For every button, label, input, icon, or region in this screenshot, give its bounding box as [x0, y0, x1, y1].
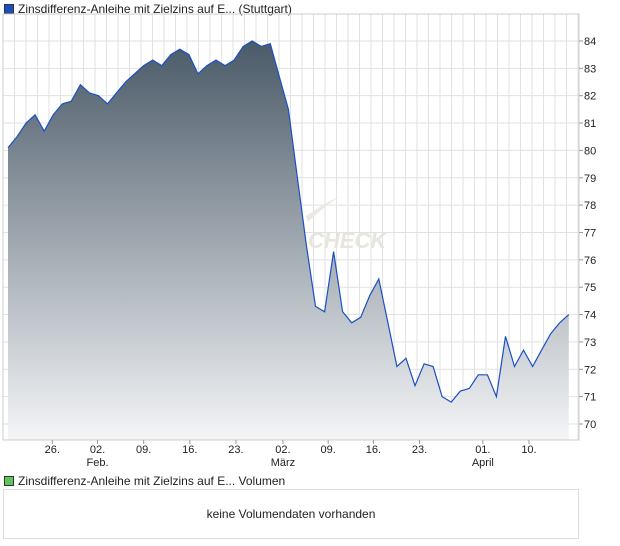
- watermark: CHECK: [308, 228, 388, 253]
- x-month-label: Feb.: [87, 457, 109, 469]
- x-tick-label: 09.: [321, 444, 336, 456]
- volume-legend-label: Zinsdifferenz-Anleihe mit Zielzins auf E…: [18, 474, 286, 488]
- y-tick-label: 84: [584, 36, 596, 48]
- price-chart: CHECK 70 71 72 73 74 75 76 77 78 79 80 81 82 83 84 26. 0…: [2, 13, 596, 469]
- y-tick-label: 72: [584, 364, 596, 376]
- x-month-label: März: [271, 457, 295, 469]
- y-tick-label: 80: [584, 145, 596, 157]
- y-tick-label: 71: [584, 392, 596, 404]
- x-tick-label: 02.: [275, 444, 290, 456]
- y-tick-label: 79: [584, 173, 596, 185]
- volume-empty-message: keine Volumendaten vorhanden: [206, 507, 376, 521]
- x-tick-label: 10.: [521, 444, 536, 456]
- y-tick-label: 78: [584, 200, 596, 212]
- y-tick-label: 75: [584, 282, 596, 294]
- x-month-label: April: [472, 457, 494, 469]
- x-tick-label: 09.: [136, 444, 151, 456]
- watermark-swoosh: [306, 196, 340, 222]
- y-tick-label: 82: [584, 91, 596, 103]
- x-tick-label: 16.: [182, 444, 197, 456]
- plot-frame: [2, 13, 580, 441]
- y-tick-label: 70: [584, 419, 596, 431]
- x-tick-label: 02.: [90, 444, 105, 456]
- main-legend-label: Zinsdifferenz-Anleihe mit Zielzins auf E…: [18, 2, 292, 16]
- y-tick-label: 81: [584, 118, 596, 130]
- volume-series-swatch: [4, 476, 14, 486]
- x-tick-label: 01.: [475, 444, 490, 456]
- x-tick-label: 26.: [45, 444, 60, 456]
- y-tick-label: 73: [584, 337, 596, 349]
- x-tick-label: 23.: [228, 444, 243, 456]
- price-line: [7, 40, 570, 403]
- volume-panel: keine Volumendaten vorhanden: [3, 489, 579, 539]
- volume-legend: Zinsdifferenz-Anleihe mit Zielzins auf E…: [4, 474, 285, 488]
- price-area: [8, 41, 569, 440]
- y-tick-label: 76: [584, 255, 596, 267]
- y-tick-label: 74: [584, 310, 596, 322]
- x-tick-label: 23.: [412, 444, 427, 456]
- y-tick-label: 77: [584, 227, 596, 239]
- x-tick-label: 16.: [366, 444, 381, 456]
- y-tick-label: 83: [584, 63, 596, 75]
